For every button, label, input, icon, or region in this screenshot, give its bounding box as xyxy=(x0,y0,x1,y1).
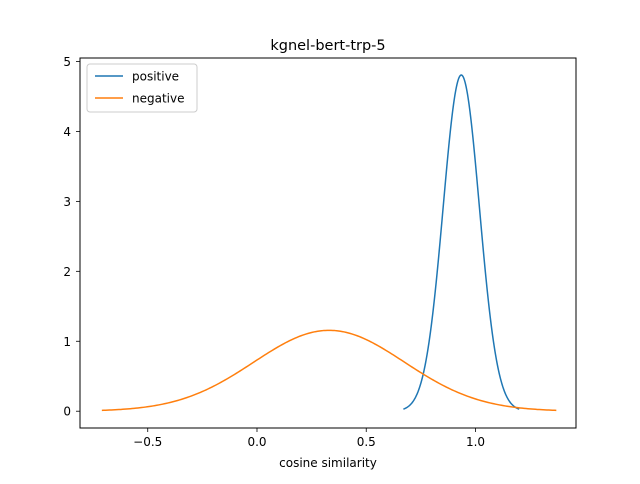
x-axis-ticks: −0.5 0.0 0.5 1.0 xyxy=(133,428,485,449)
x-axis-label: cosine similarity xyxy=(279,456,377,470)
y-axis-ticks: 0 1 2 3 4 5 xyxy=(63,55,80,419)
legend-label-negative: negative xyxy=(132,92,184,106)
x-tick-label: −0.5 xyxy=(133,435,162,449)
x-tick-label: 0.0 xyxy=(247,435,266,449)
legend-label-positive: positive xyxy=(132,70,179,84)
legend: positive negative xyxy=(86,63,198,113)
chart-title: kgnel-bert-trp-5 xyxy=(270,38,385,54)
plot-frame xyxy=(79,57,577,429)
series-layer xyxy=(101,74,557,412)
y-tick-label: 0 xyxy=(63,405,71,419)
x-tick-label: 0.5 xyxy=(357,435,376,449)
x-tick-label: 1.0 xyxy=(466,435,485,449)
y-tick-label: 4 xyxy=(63,125,71,139)
y-tick-label: 1 xyxy=(63,335,71,349)
series-line-positive xyxy=(403,74,520,410)
y-tick-label: 2 xyxy=(63,265,71,279)
y-tick-label: 3 xyxy=(63,195,71,209)
series-line-negative xyxy=(101,329,557,412)
y-tick-label: 5 xyxy=(63,55,71,69)
